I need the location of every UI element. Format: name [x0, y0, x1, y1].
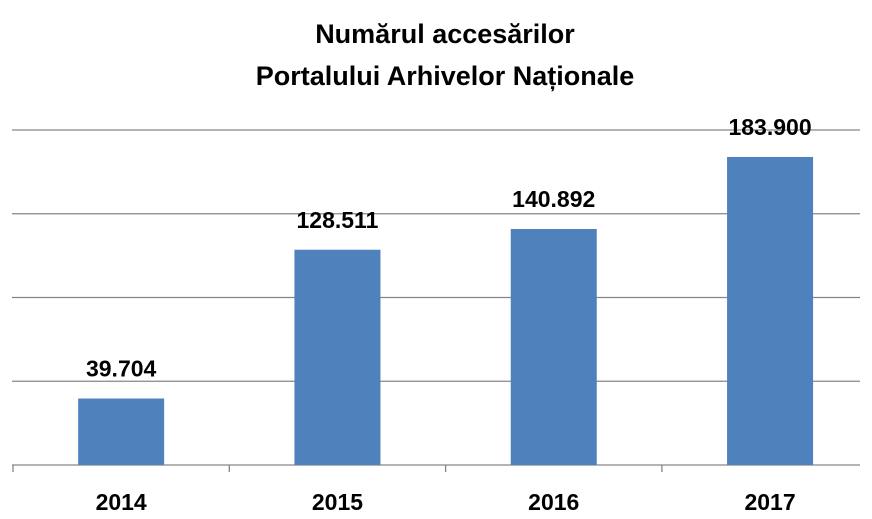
data-label: 128.511	[297, 207, 379, 233]
x-tick-label: 2016	[528, 489, 579, 515]
x-tick-label: 2014	[96, 489, 147, 515]
bar	[78, 398, 165, 465]
data-label: 140.892	[512, 186, 595, 212]
data-label: 39.704	[86, 356, 157, 382]
bar	[727, 156, 814, 465]
bar	[294, 249, 381, 465]
chart-title: Numărul accesărilor	[315, 19, 575, 49]
bar	[510, 229, 597, 465]
chart-title: Portalului Arhivelor Naționale	[256, 61, 635, 91]
x-tick-label: 2017	[744, 489, 795, 515]
x-tick-label: 2015	[312, 489, 363, 515]
data-label: 183.900	[728, 114, 811, 140]
